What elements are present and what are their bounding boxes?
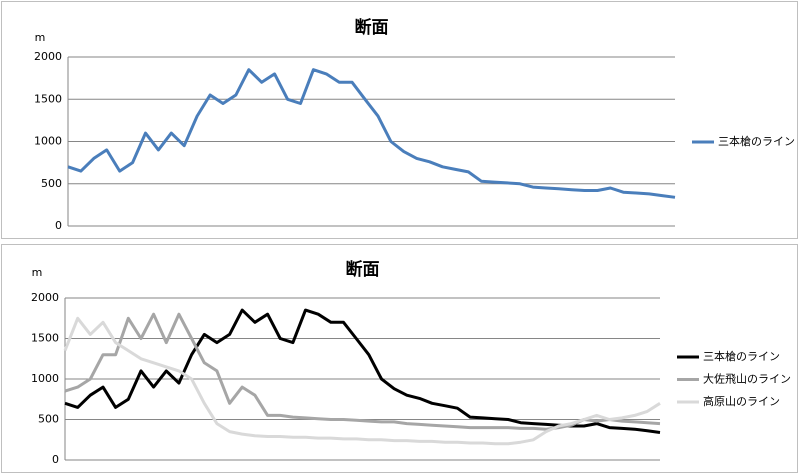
- chart-title: 断面: [346, 259, 380, 280]
- y-tick-label: 1000: [34, 135, 62, 148]
- panel: [1, 1, 798, 239]
- y-tick-label: 1500: [34, 92, 62, 105]
- legend-label: 三本槍のライン: [703, 349, 780, 363]
- line-series: [64, 312, 661, 431]
- y-tick-label: 500: [38, 413, 59, 426]
- y-tick-label: 0: [55, 219, 62, 232]
- y-tick-label: 0: [52, 453, 59, 466]
- legend-label: 大佐飛山のライン: [703, 372, 791, 386]
- y-tick-label: 500: [41, 177, 62, 190]
- chart-title: 断面: [355, 17, 389, 38]
- legend-label: 三本槍のライン: [718, 134, 795, 148]
- y-axis-label: m: [32, 266, 43, 279]
- y-tick-label: 2000: [31, 291, 59, 304]
- y-axis-label: m: [35, 31, 46, 44]
- legend-label: 高原山のライン: [703, 394, 780, 408]
- line-series: [63, 316, 661, 446]
- y-tick-label: 2000: [34, 50, 62, 63]
- y-tick-label: 1500: [31, 332, 59, 345]
- line-series: [67, 68, 676, 199]
- panel: [1, 244, 798, 473]
- y-tick-label: 1000: [31, 372, 59, 385]
